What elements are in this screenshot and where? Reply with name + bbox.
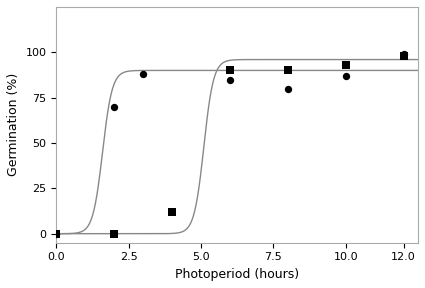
Y-axis label: Germination (%): Germination (%): [7, 73, 20, 177]
Point: [140, 72, 147, 76]
Point: [227, 68, 233, 73]
Point: [400, 54, 407, 58]
Point: [53, 231, 60, 236]
Point: [400, 52, 407, 56]
Point: [53, 231, 60, 236]
Point: [111, 105, 118, 109]
Point: [342, 63, 349, 67]
Point: [111, 231, 118, 236]
Point: [284, 86, 291, 91]
Point: [227, 77, 233, 82]
Point: [284, 68, 291, 73]
X-axis label: Photoperiod (hours): Photoperiod (hours): [175, 268, 299, 281]
Point: [169, 210, 176, 214]
Point: [342, 73, 349, 78]
